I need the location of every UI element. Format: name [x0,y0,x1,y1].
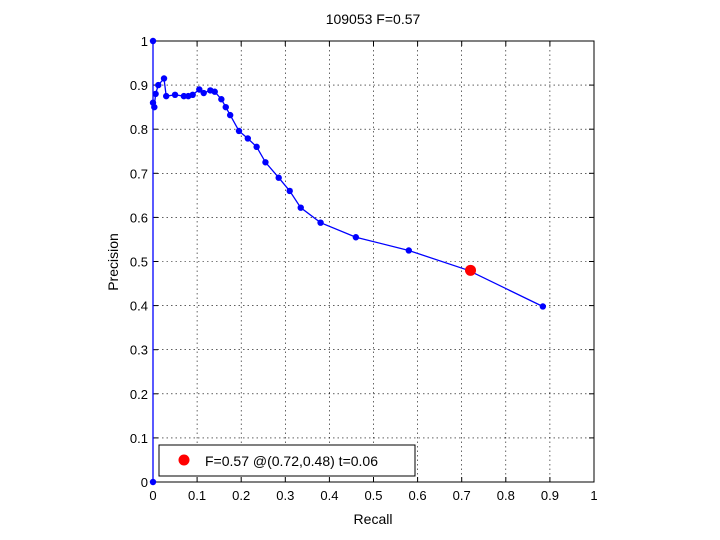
x-tick-label: 0.4 [320,488,338,503]
x-tick-label: 0.5 [364,488,382,503]
data-point [160,75,168,82]
data-point [180,92,188,100]
grid [153,41,594,482]
legend: F=0.57 @(0.72,0.48) t=0.06 [158,444,416,477]
x-tick-label: 0.2 [232,488,250,503]
data-point [171,91,179,99]
x-tick-labels: 0 0.1 0.2 0.3 0.4 0.5 0.6 0.7 0.8 0.9 1 [149,488,597,503]
x-axis-label: Recall [354,511,393,527]
data-point [200,89,207,97]
y-tick-labels: 0 0.1 0.2 0.3 0.4 0.5 0.6 0.7 0.8 0.9 1 [130,34,148,490]
x-tick-label: 0.6 [409,488,427,503]
data-point [151,103,158,111]
series-layer [149,37,547,486]
x-tick-label: 0.3 [276,488,294,503]
x-tick-label: 0.7 [453,488,471,503]
data-point [218,96,225,103]
data-point [262,159,269,166]
y-tick-label: 0.5 [130,255,148,270]
data-point [352,234,360,241]
legend-marker [178,454,190,466]
data-point [317,219,324,226]
data-point [152,90,159,98]
chart-title: 109053 F=0.57 [326,11,421,27]
data-point [149,478,157,486]
data-point [405,247,412,254]
data-point [155,81,162,89]
data-point [286,187,293,195]
data-point [222,103,229,111]
data-point [196,86,203,93]
x-tick-label: 1 [590,488,597,503]
data-point [244,135,252,142]
y-tick-label: 0.1 [130,431,148,446]
data-point [149,37,157,45]
legend-box [158,444,416,477]
x-tick-label: 0.8 [497,488,515,503]
data-point [297,204,304,211]
x-tick-label: 0 [149,488,156,503]
y-tick-label: 1 [141,34,148,49]
data-point [539,303,547,310]
x-tick-label: 0.9 [541,488,559,503]
y-tick-label: 0.3 [130,343,148,358]
y-tick-label: 0.8 [130,122,148,137]
y-tick-label: 0.2 [130,387,148,402]
y-tick-label: 0.9 [130,78,148,93]
highlight-layer [465,264,477,276]
y-tick-label: 0.7 [130,166,148,181]
y-tick-label: 0 [141,475,148,490]
data-point [253,143,260,151]
data-point [211,88,218,95]
x-tick-label: 0.1 [188,488,206,503]
legend-text: F=0.57 @(0.72,0.48) t=0.06 [205,453,378,469]
y-tick-label: 0.4 [130,299,148,314]
data-point [189,91,196,99]
y-tick-label: 0.6 [130,210,148,225]
data-point [163,92,170,100]
data-point [226,111,234,119]
best-f-point [465,264,477,276]
y-axis-label: Precision [105,233,121,291]
data-point [235,127,243,135]
data-point [275,174,282,181]
